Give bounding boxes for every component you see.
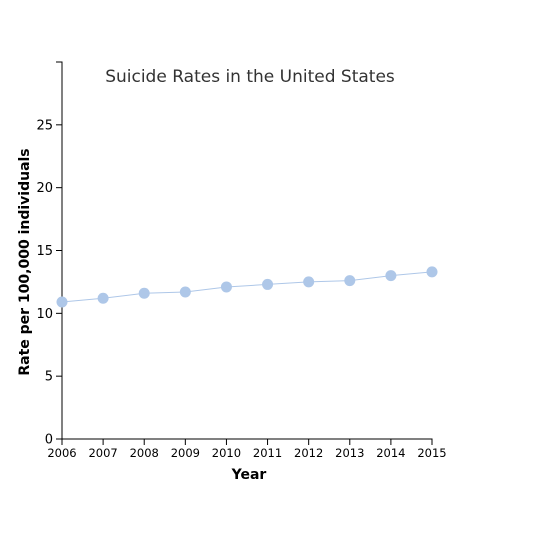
data-point[interactable] bbox=[262, 278, 274, 290]
x-axis: 2006 2007 2008 2009 2010 2011 2012 2013 2014 2015 bbox=[47, 438, 447, 460]
y-tick-label: 10 bbox=[36, 307, 53, 322]
y-tick-label: 15 bbox=[36, 244, 53, 259]
x-tick-label: 2013 bbox=[335, 446, 364, 460]
x-tick-label: 2009 bbox=[171, 446, 200, 460]
x-tick-label: 2008 bbox=[130, 446, 159, 460]
y-tick-label: 5 bbox=[45, 370, 53, 385]
data-point[interactable] bbox=[138, 287, 150, 299]
plot-area bbox=[56, 266, 438, 308]
data-point[interactable] bbox=[179, 286, 191, 298]
x-tick-label: 2012 bbox=[294, 446, 323, 460]
series-line bbox=[61, 271, 433, 303]
data-point[interactable] bbox=[344, 275, 356, 287]
data-point[interactable] bbox=[303, 276, 315, 288]
y-tick-label: 0 bbox=[45, 433, 53, 448]
data-point[interactable] bbox=[426, 266, 438, 278]
y-tick-label: 25 bbox=[36, 118, 53, 133]
data-point[interactable] bbox=[385, 270, 397, 282]
y-tick-label: 20 bbox=[36, 181, 53, 196]
y-axis-title: Rate per 100,000 individuals bbox=[17, 148, 33, 375]
x-tick-label: 2007 bbox=[88, 446, 117, 460]
x-tick-label: 2014 bbox=[376, 446, 405, 460]
data-point[interactable] bbox=[220, 281, 232, 293]
x-tick-label: 2006 bbox=[47, 446, 76, 460]
y-axis: 0 5 10 15 20 25 bbox=[36, 61, 63, 448]
data-point[interactable] bbox=[97, 292, 109, 304]
x-axis-title: Year bbox=[231, 467, 267, 483]
chart-title: Suicide Rates in the United States bbox=[105, 67, 395, 87]
x-tick-label: 2010 bbox=[212, 446, 241, 460]
x-tick-label: 2015 bbox=[417, 446, 446, 460]
x-axis-line bbox=[61, 438, 433, 445]
x-tick-label: 2011 bbox=[253, 446, 282, 460]
data-point[interactable] bbox=[56, 296, 68, 308]
